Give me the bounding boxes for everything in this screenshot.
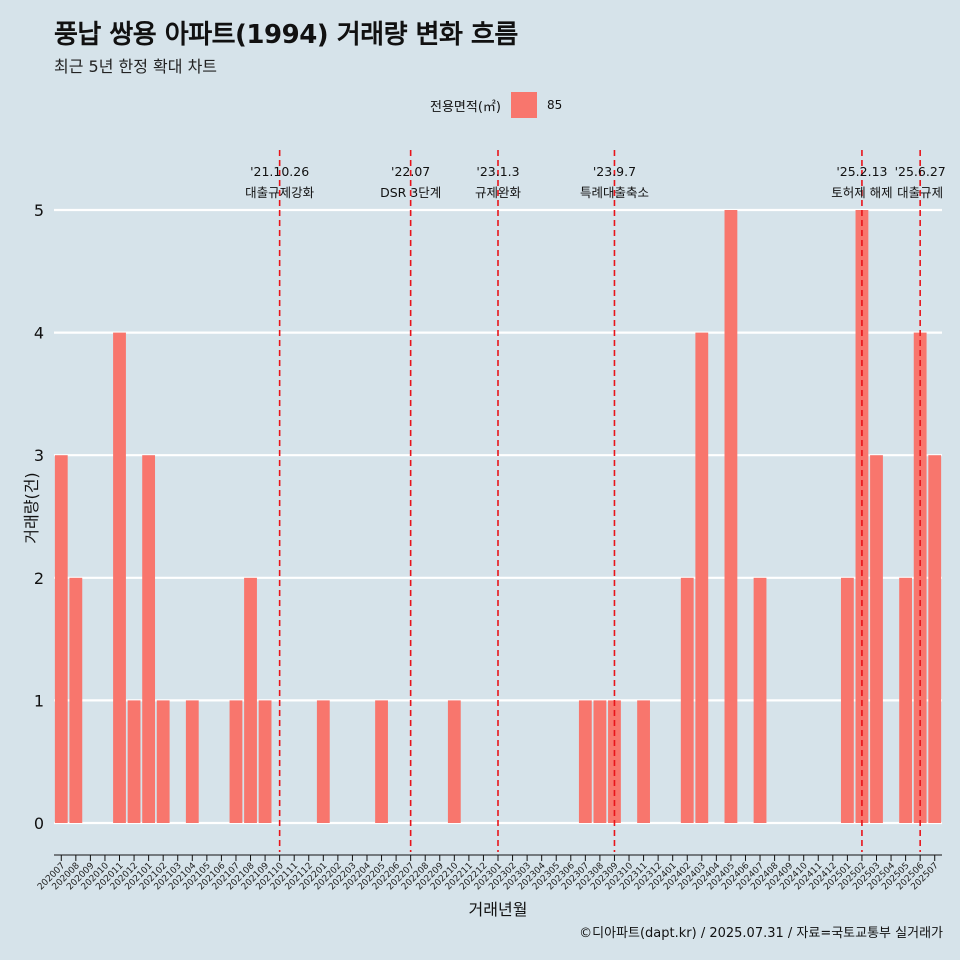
- bar: [244, 577, 257, 823]
- bar: [113, 332, 126, 823]
- bar: [69, 577, 83, 823]
- bar: [447, 700, 461, 823]
- bar: [680, 577, 694, 823]
- y-tick-label: 1: [34, 691, 44, 710]
- event-date-label: '23.1.3: [476, 164, 519, 179]
- y-tick-label: 0: [34, 814, 44, 833]
- bar: [840, 577, 854, 823]
- event-date-label: '23.9.7: [593, 164, 636, 179]
- bar: [375, 700, 388, 823]
- source-caption: ©디아파트(dapt.kr) / 2025.07.31 / 자료=국토교통부 실…: [579, 926, 943, 941]
- bar: [928, 455, 942, 823]
- bar: [593, 700, 607, 823]
- bar: [156, 700, 170, 823]
- y-tick-label: 5: [34, 201, 44, 220]
- legend-title: 전용면적(㎡): [430, 99, 501, 115]
- event-label: 토허제 해제: [831, 185, 892, 200]
- chart-title: 풍납 쌍용 아파트(1994) 거래량 변화 흐름: [54, 20, 518, 50]
- event-date-label: '21.10.26: [250, 164, 309, 179]
- bar: [229, 700, 243, 823]
- y-tick-label: 3: [34, 446, 44, 465]
- bar: [54, 455, 68, 823]
- event-date-label: '22.07: [391, 164, 430, 179]
- legend-swatch: [510, 92, 537, 118]
- legend: 전용면적(㎡) 85: [430, 92, 562, 118]
- y-tick-label: 4: [34, 324, 44, 343]
- bar: [637, 700, 650, 823]
- bar: [142, 455, 156, 823]
- x-axis-label: 거래년월: [468, 900, 528, 919]
- bar: [870, 455, 883, 823]
- bar: [855, 210, 869, 823]
- bar: [258, 700, 272, 823]
- bar: [185, 700, 199, 823]
- bar: [899, 577, 913, 823]
- y-tick-label: 2: [34, 569, 44, 588]
- chart-subtitle: 최근 5년 한정 확대 차트: [54, 57, 218, 76]
- bar: [913, 332, 927, 823]
- event-label: 대출규제강화: [245, 185, 315, 200]
- event-label: DSR 3단계: [380, 185, 441, 200]
- bar: [724, 210, 738, 823]
- y-axis-label: 거래량(건): [22, 472, 41, 544]
- event-label: 대출규제: [897, 185, 943, 200]
- event-label: 특례대출축소: [580, 185, 649, 200]
- bar: [127, 700, 141, 823]
- legend-label: 85: [546, 98, 563, 112]
- bar: [316, 700, 330, 823]
- event-date-label: '25.6.27: [895, 164, 946, 179]
- bar: [578, 700, 592, 823]
- bar: [753, 577, 767, 823]
- event-label: 규제완화: [475, 185, 522, 200]
- bar: [695, 332, 709, 823]
- event-date-label: '25.2.13: [836, 164, 887, 179]
